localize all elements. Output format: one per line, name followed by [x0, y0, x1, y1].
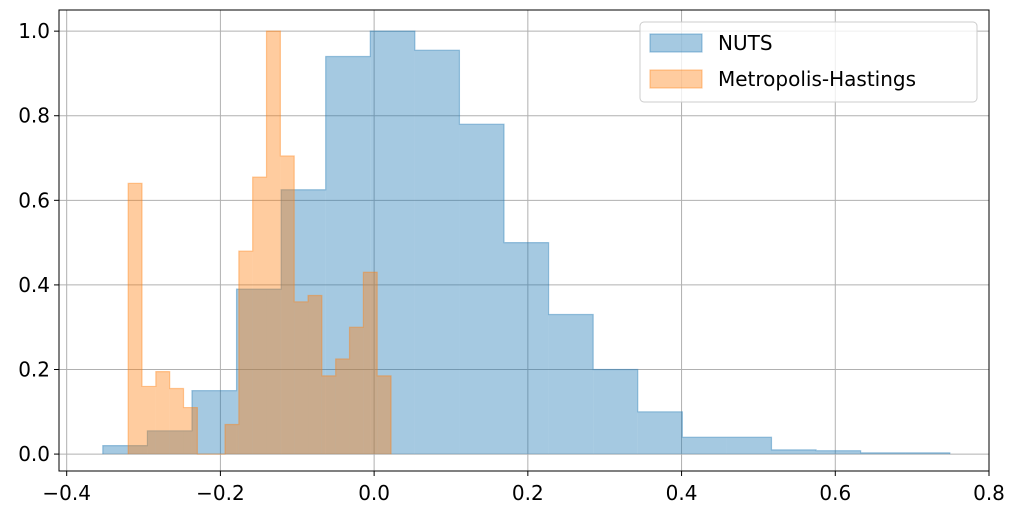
series-nuts: [102, 30, 951, 455]
histogram-bar: [252, 177, 267, 455]
histogram-bar: [102, 445, 148, 455]
histogram-bar: [238, 251, 253, 455]
axes-frame: [58, 9, 990, 472]
y-tick-label: 0.6: [18, 188, 50, 212]
histogram-bar: [682, 437, 727, 455]
histogram-bar: [377, 375, 392, 455]
histogram-bar: [548, 314, 594, 455]
x-tick-label: 0.2: [512, 481, 544, 505]
histogram-bar: [225, 424, 239, 455]
histogram-outline: [102, 30, 951, 455]
histogram-bar: [860, 452, 906, 455]
legend-swatch: [649, 33, 703, 53]
histogram-bar: [370, 31, 415, 455]
histogram-bar: [169, 388, 184, 455]
y-tick-label: 0.8: [18, 104, 50, 128]
histogram-bar: [726, 437, 772, 455]
legend-swatch: [649, 69, 703, 89]
histogram-bar: [191, 390, 237, 455]
histogram-bar: [414, 50, 460, 455]
histogram-bar: [363, 272, 378, 455]
histogram-bar: [266, 31, 281, 455]
histogram-bar: [236, 289, 282, 455]
histogram-bar: [459, 124, 505, 455]
histogram-bar: [349, 327, 364, 455]
axis-ticks: −0.4 −0.2 0.0 0.2 0.4 0.6 0.8 0.0 0.2 0.4 0.6 0.8 1.…: [18, 19, 1005, 505]
histogram-bar: [155, 371, 170, 455]
histogram-bar: [128, 183, 143, 455]
histogram-bar: [905, 452, 950, 455]
histogram-bar: [504, 242, 549, 455]
histogram-bar: [183, 407, 198, 455]
grid-lines: [59, 10, 990, 471]
histogram-bars: [102, 30, 951, 455]
histogram-bar: [321, 375, 336, 455]
histogram-bar: [308, 295, 322, 455]
histogram-bar: [142, 386, 156, 455]
x-tick-label: 0.6: [819, 481, 851, 505]
y-tick-label: 0.4: [18, 273, 50, 297]
histogram-bar: [281, 189, 326, 455]
x-tick-label: 0.8: [973, 481, 1005, 505]
histogram-bar: [280, 155, 295, 455]
x-tick-label: −0.4: [42, 481, 91, 505]
y-tick-label: 0.0: [18, 442, 50, 466]
legend-label: NUTS: [718, 31, 773, 55]
histogram-outline: [127, 30, 392, 455]
histogram-bar: [637, 411, 683, 455]
histogram-bar: [771, 449, 817, 455]
legend-box: [639, 21, 978, 103]
histogram-bar: [325, 56, 371, 455]
histogram-bar: [593, 369, 638, 455]
histogram-bar: [335, 358, 350, 455]
x-tick-label: 0.0: [358, 481, 390, 505]
histogram-bar: [147, 430, 192, 455]
y-tick-label: 0.2: [18, 357, 50, 381]
x-tick-label: −0.2: [196, 481, 245, 505]
histogram-bar: [294, 301, 309, 455]
y-tick-label: 1.0: [18, 19, 50, 43]
legend-label: Metropolis-Hastings: [718, 67, 916, 91]
series-metropolis-hastings: [127, 30, 392, 455]
x-tick-label: 0.4: [666, 481, 698, 505]
histogram-bar: [816, 450, 861, 455]
legend: NUTS Metropolis-Hastings: [639, 21, 978, 103]
